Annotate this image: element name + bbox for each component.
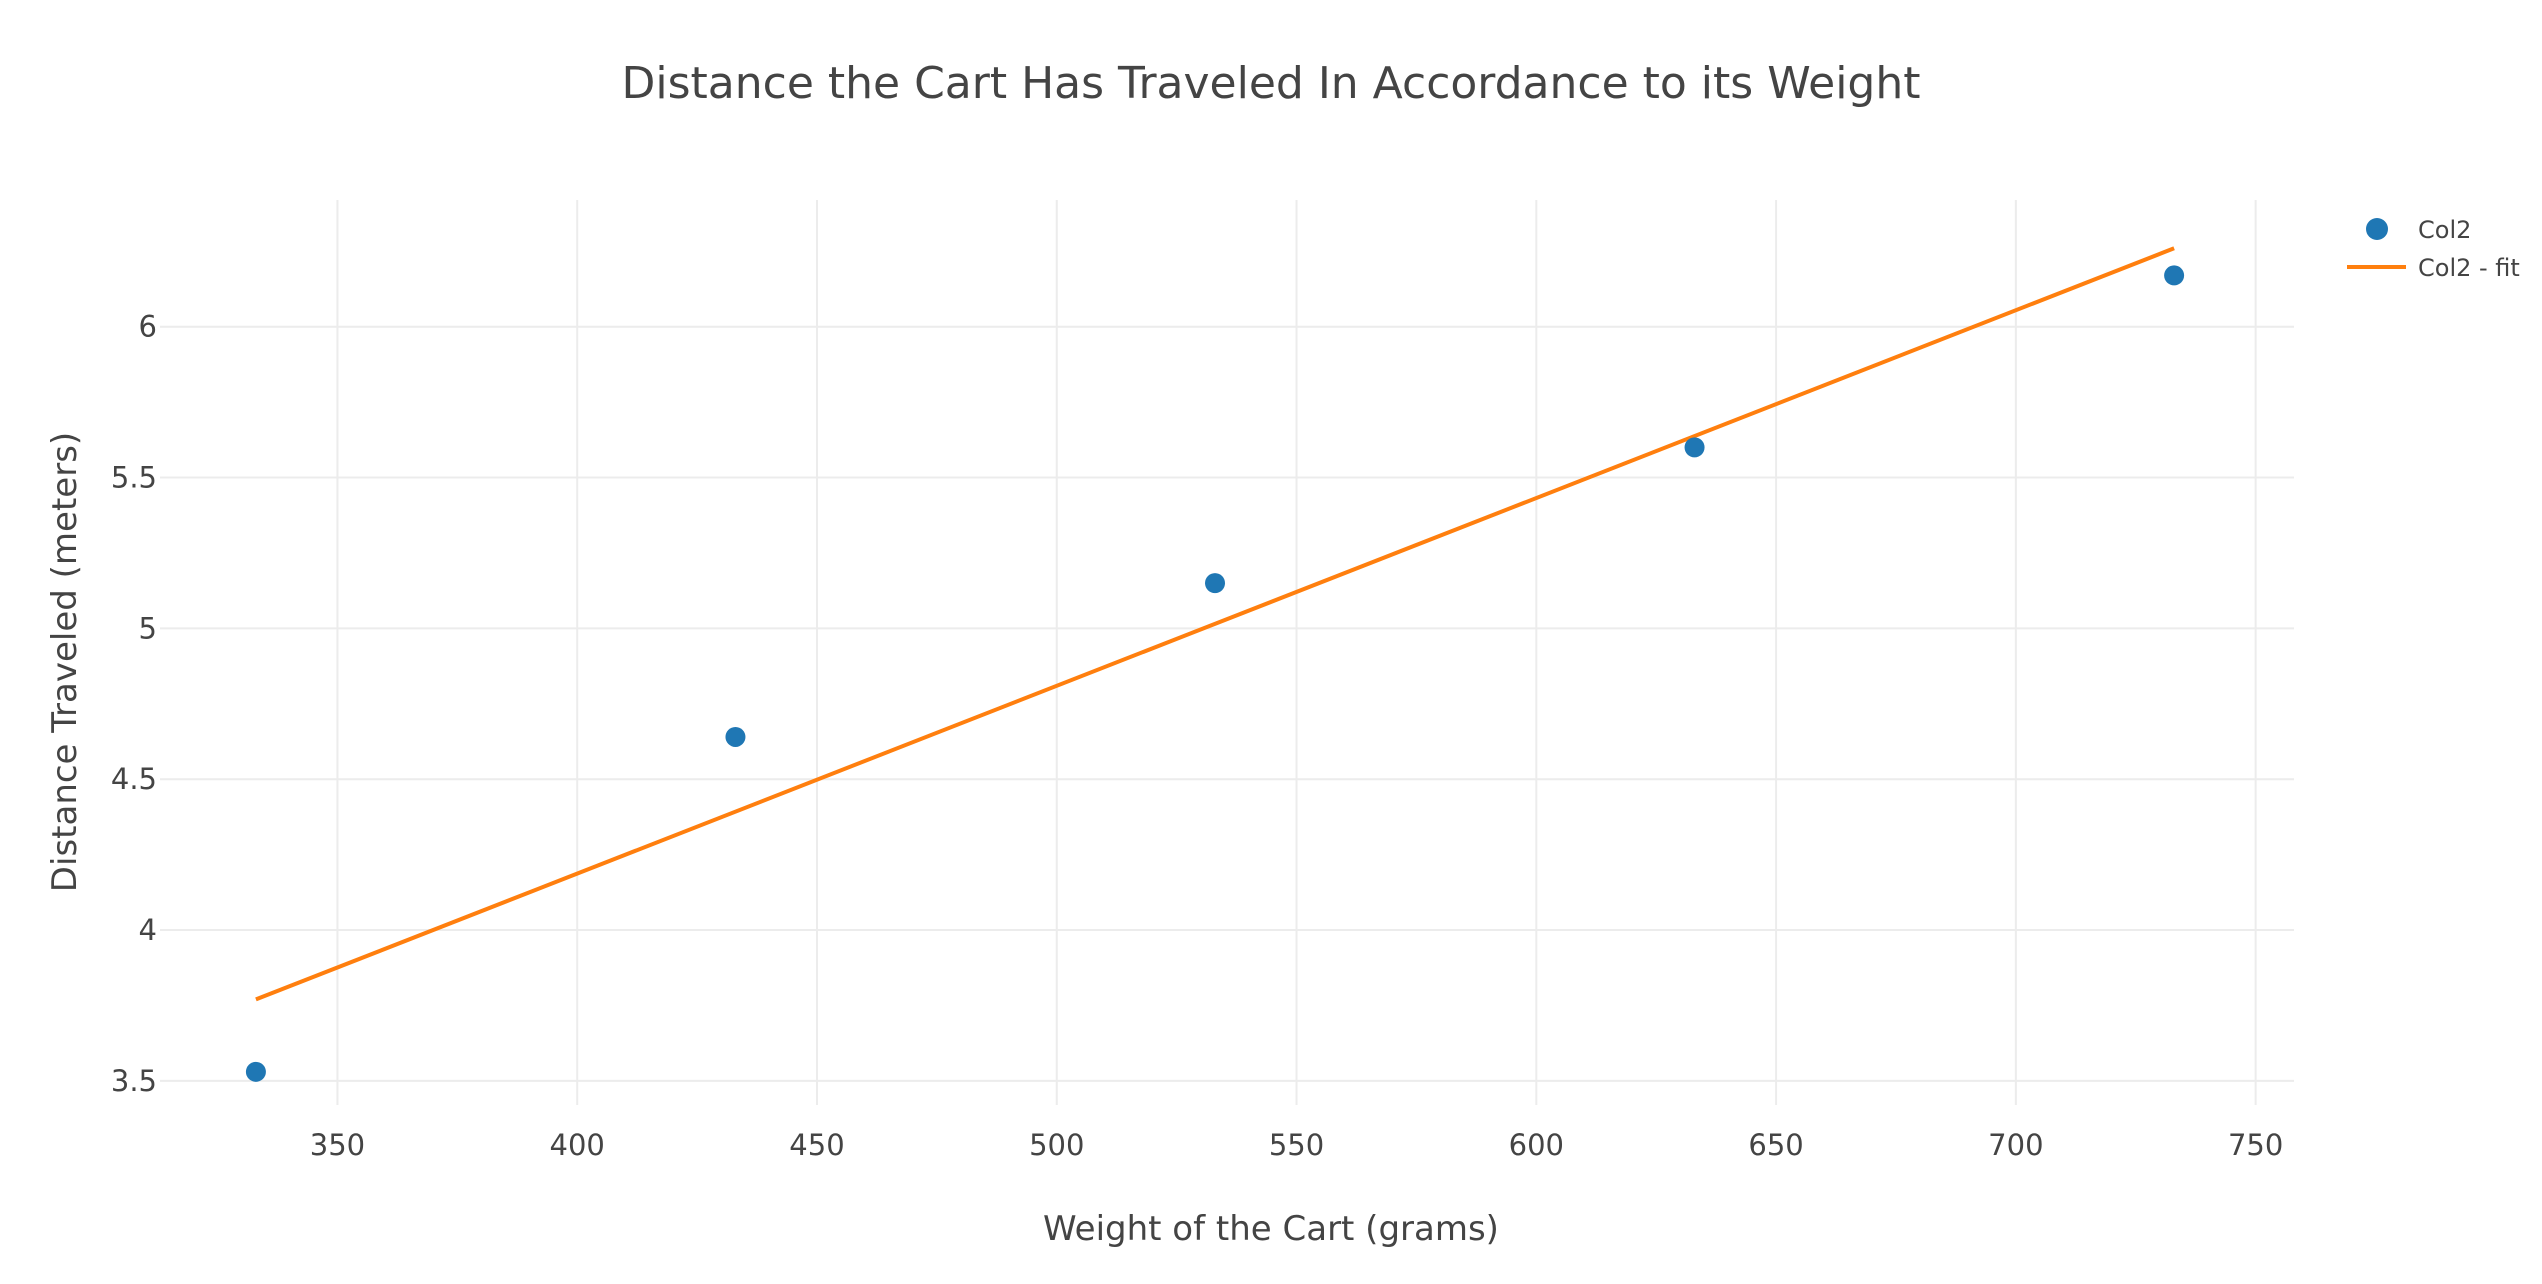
data-point bbox=[1684, 437, 1705, 458]
y-tick-label: 3.5 bbox=[111, 1064, 157, 1098]
chart-title: Distance the Cart Has Traveled In Accord… bbox=[622, 58, 1921, 109]
data-point bbox=[245, 1061, 266, 1082]
y-tick-label: 5 bbox=[139, 611, 157, 645]
data-point bbox=[2164, 265, 2185, 286]
x-tick-label: 500 bbox=[1029, 1128, 1084, 1162]
legend-label-col2-fit: Col2 - fit bbox=[2418, 254, 2520, 282]
y-tick-label: 4 bbox=[139, 913, 157, 947]
x-tick-label: 650 bbox=[1748, 1128, 1803, 1162]
data-point bbox=[1205, 573, 1226, 594]
grid bbox=[160, 200, 2294, 1105]
y-tick-label: 4.5 bbox=[111, 762, 157, 796]
y-axis-ticks: 3.5 4 4.5 5 5.5 6 bbox=[111, 310, 157, 1098]
x-tick-label: 350 bbox=[310, 1128, 365, 1162]
fit-line-series bbox=[255, 246, 2175, 1002]
x-tick-label: 450 bbox=[789, 1128, 844, 1162]
data-points bbox=[245, 265, 2185, 1082]
x-tick-label: 700 bbox=[1988, 1128, 2043, 1162]
data-point bbox=[725, 726, 746, 747]
x-tick-label: 550 bbox=[1269, 1128, 1324, 1162]
legend-marker-col2 bbox=[2366, 218, 2388, 240]
x-axis-title: Weight of the Cart (grams) bbox=[1043, 1209, 1499, 1249]
x-axis-ticks: 350 400 450 500 550 600 650 700 750 bbox=[310, 1128, 2284, 1162]
y-tick-label: 6 bbox=[139, 310, 157, 344]
x-tick-label: 600 bbox=[1509, 1128, 1564, 1162]
fit-line bbox=[255, 246, 2175, 1002]
x-tick-label: 750 bbox=[2228, 1128, 2283, 1162]
x-tick-label: 400 bbox=[550, 1128, 605, 1162]
y-axis-title: Distance Traveled (meters) bbox=[45, 432, 85, 892]
y-tick-label: 5.5 bbox=[111, 461, 157, 495]
legend-label-col2: Col2 bbox=[2418, 216, 2471, 244]
legend: Col2 Col2 - fit bbox=[2347, 216, 2520, 282]
